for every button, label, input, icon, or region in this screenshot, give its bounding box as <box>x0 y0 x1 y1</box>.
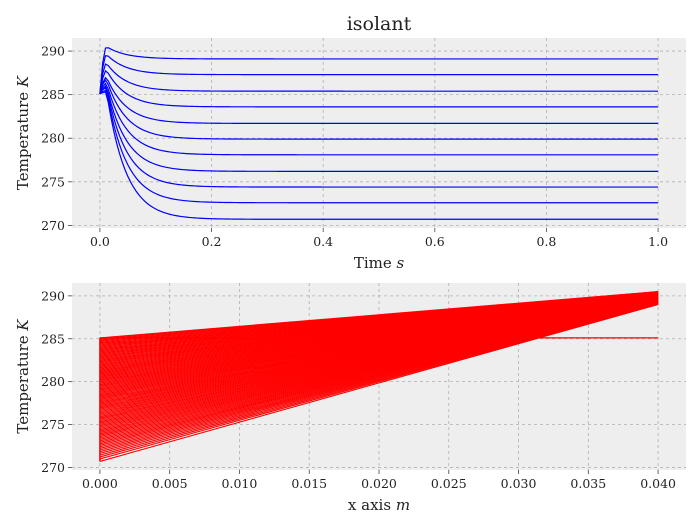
y-tick-label: 280 <box>41 374 65 389</box>
x-tick-label: 1.0 <box>648 234 668 249</box>
bottom-chart-space: 0.000 0.005 0.010 0.015 0.020 0.025 0.030 0.035… <box>14 283 686 514</box>
y-axis-label: Temperature K <box>14 75 32 190</box>
x-tick-label: 0.0 <box>90 234 110 249</box>
profile-lines <box>99 291 659 462</box>
x-tick-label: 0.040 <box>640 476 676 491</box>
y-tick-label: 275 <box>41 174 65 189</box>
y-axis-label: Temperature K <box>14 319 32 434</box>
x-tick-label: 0.010 <box>222 476 258 491</box>
series-line-10 <box>99 89 659 204</box>
x-tick-label: 0.020 <box>361 476 397 491</box>
x-axis-label-text: Time <box>354 254 397 272</box>
x-axis-label: x axis m <box>348 496 410 514</box>
x-axis-label-text: x axis <box>348 496 396 514</box>
series-line-5 <box>99 76 659 125</box>
series-line-6 <box>99 79 659 140</box>
series-line-1 <box>99 47 659 94</box>
y-tick-label: 275 <box>41 417 65 432</box>
x-axis-unit: m <box>396 496 410 514</box>
chart-title: isolant <box>347 13 412 35</box>
series-line-4 <box>99 69 659 108</box>
x-tick-label: 0.005 <box>152 476 188 491</box>
y-axis-label-text: Temperature <box>14 331 32 434</box>
y-tick-label: 280 <box>41 131 65 146</box>
series-line-11 <box>99 91 659 220</box>
y-tick-label: 290 <box>41 288 65 303</box>
y-tick-label: 270 <box>41 218 65 233</box>
y-tick-label: 270 <box>41 460 65 475</box>
y-tick-label: 290 <box>41 44 65 59</box>
x-tick-label: 0.4 <box>313 234 333 249</box>
x-tick-label: 0.035 <box>570 476 606 491</box>
x-tick-label: 0.000 <box>82 476 118 491</box>
y-tick-label: 285 <box>41 331 65 346</box>
series-line-7 <box>99 82 659 156</box>
profile-line <box>99 291 659 339</box>
plot-area <box>72 38 686 228</box>
y-axis-unit: K <box>14 75 32 88</box>
y-axis-unit: K <box>14 319 32 332</box>
series-line-2 <box>99 54 659 94</box>
series-line-9 <box>99 86 659 188</box>
series-line-3 <box>99 63 659 94</box>
y-tick-label: 285 <box>41 87 65 102</box>
series-line-8 <box>99 85 659 172</box>
x-tick-label: 0.015 <box>291 476 327 491</box>
x-tick-label: 0.6 <box>425 234 445 249</box>
x-axis-unit: s <box>396 254 404 272</box>
x-axis-label: Time s <box>354 254 405 272</box>
x-tick-label: 0.025 <box>431 476 467 491</box>
x-tick-label: 0.2 <box>202 234 222 249</box>
y-axis-label-text: Temperature <box>14 87 32 190</box>
x-tick-label: 0.8 <box>537 234 557 249</box>
series-lines <box>99 47 659 220</box>
x-tick-label: 0.030 <box>501 476 537 491</box>
